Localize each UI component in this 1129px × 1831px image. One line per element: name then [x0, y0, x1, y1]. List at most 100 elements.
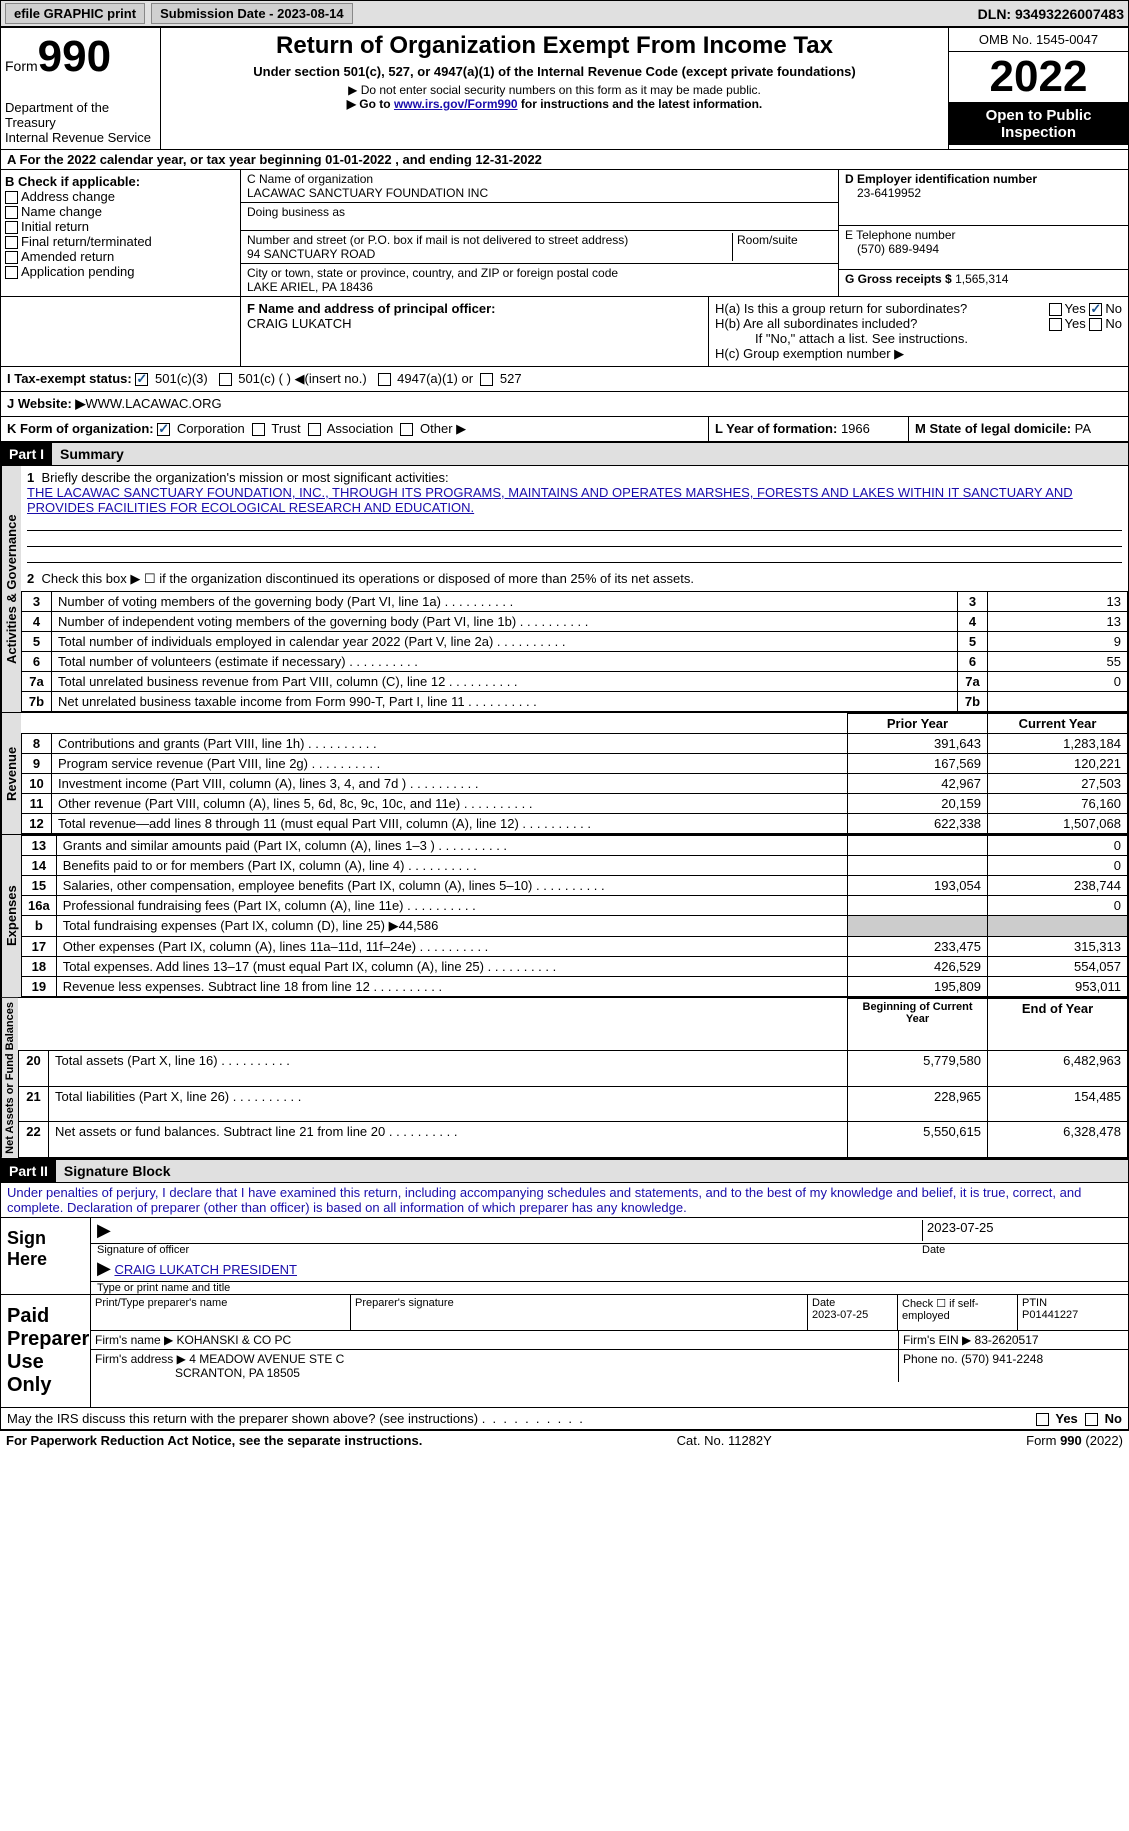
chk-final-return[interactable]: [5, 236, 18, 249]
ein-value: 23-6419952: [845, 186, 1122, 200]
m-label: M State of legal domicile:: [915, 421, 1075, 436]
subdate-label: Submission Date -: [160, 6, 277, 21]
footer-mid: Cat. No. 11282Y: [677, 1433, 772, 1448]
chk-corp[interactable]: [157, 423, 170, 436]
k-label: K Form of organization:: [7, 421, 154, 436]
chk-initial-return[interactable]: [5, 221, 18, 234]
j-label: J Website: ▶: [7, 396, 85, 412]
chk-hb-yes[interactable]: [1049, 318, 1062, 331]
city-label: City or town, state or province, country…: [247, 266, 832, 280]
chk-ha-no[interactable]: [1089, 303, 1102, 316]
hb-label: H(b) Are all subordinates included?: [715, 316, 917, 331]
state-domicile: PA: [1075, 421, 1091, 436]
row-a-period: A For the 2022 calendar year, or tax yea…: [0, 150, 1129, 170]
open-inspection: Open to Public Inspection: [949, 103, 1128, 145]
governance-table: 3Number of voting members of the governi…: [21, 591, 1128, 712]
chk-527[interactable]: [480, 373, 493, 386]
chk-app-pending[interactable]: [5, 266, 18, 279]
discuss-text: May the IRS discuss this return with the…: [7, 1411, 583, 1426]
sig-date: 2023-07-25: [922, 1220, 1122, 1241]
note-goto: ▶ Go to www.irs.gov/Form990 for instruct…: [165, 97, 944, 111]
i-label: I Tax-exempt status:: [7, 371, 132, 386]
chk-other[interactable]: [400, 423, 413, 436]
form-word: Form: [5, 58, 38, 74]
chk-amended[interactable]: [5, 251, 18, 264]
footer-left: For Paperwork Reduction Act Notice, see …: [6, 1433, 422, 1448]
addr-label: Number and street (or P.O. box if mail i…: [247, 233, 732, 247]
chk-name-change[interactable]: [5, 206, 18, 219]
part1-hdr: Part I: [1, 443, 52, 465]
part2-title: Signature Block: [56, 1160, 1128, 1182]
penalty-text: Under penalties of perjury, I declare th…: [1, 1183, 1128, 1218]
entity-block: B Check if applicable: Address change Na…: [0, 170, 1129, 297]
section-b-label: B Check if applicable:: [5, 174, 236, 189]
note-ssn: ▶ Do not enter social security numbers o…: [165, 83, 944, 97]
chk-address-change[interactable]: [5, 191, 18, 204]
ha-label: H(a) Is this a group return for subordin…: [715, 301, 967, 316]
netassets-label: Net Assets or Fund Balances: [1, 998, 18, 1158]
type-name-label: Type or print name and title: [91, 1282, 1128, 1294]
prep-sig-label: Preparer's signature: [351, 1295, 808, 1330]
revenue-table: Prior YearCurrent Year8Contributions and…: [21, 713, 1128, 834]
chk-4947[interactable]: [378, 373, 391, 386]
firm-ein: 83-2620517: [975, 1333, 1039, 1347]
top-bar: efile GRAPHIC print Submission Date - 20…: [0, 0, 1129, 27]
revenue-label: Revenue: [1, 713, 21, 834]
sign-here-label: Sign Here: [1, 1218, 91, 1294]
chk-hb-no[interactable]: [1089, 318, 1102, 331]
gross-label: G Gross receipts $: [845, 272, 955, 286]
c-name-label: C Name of organization: [247, 172, 832, 186]
irs-link[interactable]: www.irs.gov/Form990: [394, 97, 518, 111]
form-header: Form990 Department of the Treasury Inter…: [0, 27, 1129, 150]
efile-button[interactable]: efile GRAPHIC print: [5, 3, 145, 24]
date-label: Date: [922, 1244, 1122, 1256]
f-label: F Name and address of principal officer:: [247, 301, 702, 316]
chk-501c3[interactable]: [135, 373, 148, 386]
prep-name-label: Print/Type preparer's name: [91, 1295, 351, 1330]
form-subtitle: Under section 501(c), 527, or 4947(a)(1)…: [165, 64, 944, 79]
ein-label: D Employer identification number: [845, 172, 1122, 186]
officer-printed-name: CRAIG LUKATCH PRESIDENT: [114, 1262, 297, 1277]
check-self: Check ☐ if self-employed: [898, 1295, 1018, 1330]
irs-label: Internal Revenue Service: [5, 130, 156, 145]
dba-label: Doing business as: [247, 205, 832, 219]
street-address: 94 SANCTUARY ROAD: [247, 247, 732, 261]
paid-preparer-label: Paid Preparer Use Only: [1, 1295, 91, 1407]
chk-501c[interactable]: [219, 373, 232, 386]
officer-name: CRAIG LUKATCH: [247, 316, 702, 331]
sig-officer-label: Signature of officer: [97, 1244, 922, 1256]
gross-value: 1,565,314: [955, 272, 1008, 286]
omb-number: OMB No. 1545-0047: [949, 28, 1128, 52]
chk-discuss-yes[interactable]: [1036, 1413, 1049, 1426]
chk-discuss-no[interactable]: [1085, 1413, 1098, 1426]
expenses-table: 13Grants and similar amounts paid (Part …: [21, 835, 1128, 997]
form-number: 990: [38, 32, 111, 81]
dept-treasury: Department of the Treasury: [5, 100, 156, 130]
arrow-icon: ▶: [97, 1220, 111, 1241]
hb-note: If "No," attach a list. See instructions…: [715, 331, 1122, 346]
website-value: WWW.LACAWAC.ORG: [85, 396, 221, 412]
firm-phone: (570) 941-2248: [961, 1352, 1043, 1366]
l1-text: Briefly describe the organization's miss…: [41, 470, 448, 485]
firm-addr2: SCRANTON, PA 18505: [175, 1366, 300, 1380]
submission-date-button[interactable]: Submission Date - 2023-08-14: [151, 3, 353, 24]
room-label: Room/suite: [737, 233, 832, 247]
netassets-table: Beginning of Current YearEnd of Year20To…: [18, 998, 1128, 1158]
firm-addr1: 4 MEADOW AVENUE STE C: [189, 1352, 344, 1366]
l2-text: Check this box ▶ ☐ if the organization d…: [41, 571, 694, 586]
tax-year: 2022: [949, 52, 1128, 103]
year-formation: 1966: [841, 421, 870, 436]
expenses-label: Expenses: [1, 835, 21, 997]
dln: DLN: 93493226007483: [978, 6, 1124, 22]
officer-group-block: F Name and address of principal officer:…: [0, 297, 1129, 367]
subdate-value: 2023-08-14: [277, 6, 344, 21]
chk-assoc[interactable]: [308, 423, 321, 436]
org-name: LACAWAC SANCTUARY FOUNDATION INC: [247, 186, 832, 200]
part1-title: Summary: [52, 443, 1128, 465]
ptin-value: P01441227: [1022, 1309, 1078, 1321]
form-title: Return of Organization Exempt From Incom…: [165, 32, 944, 60]
firm-name: KOHANSKI & CO PC: [177, 1333, 292, 1347]
chk-trust[interactable]: [252, 423, 265, 436]
phone-label: E Telephone number: [845, 228, 1122, 242]
chk-ha-yes[interactable]: [1049, 303, 1062, 316]
